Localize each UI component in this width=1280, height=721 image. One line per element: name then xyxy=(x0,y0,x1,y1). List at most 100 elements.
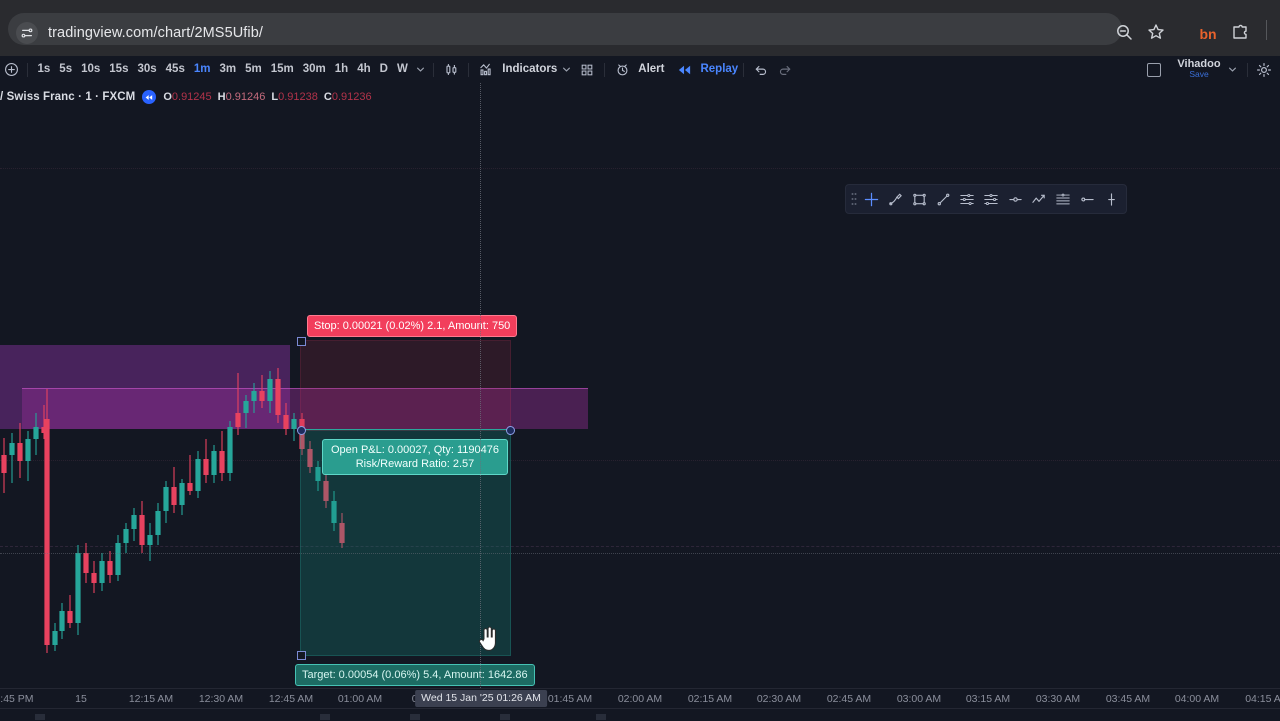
position-stop-zone[interactable] xyxy=(300,340,511,431)
risk-reward-line: Risk/Reward Ratio: 2.57 xyxy=(355,458,475,470)
extension-bn-icon[interactable]: bn xyxy=(1199,26,1217,42)
indicators-label[interactable]: Indicators xyxy=(502,63,558,75)
timeframe-button-1h[interactable]: 1h xyxy=(334,63,349,75)
timeframe-button-30m[interactable]: 30m xyxy=(302,63,326,75)
timeframe-button-30s[interactable]: 30s xyxy=(137,63,157,75)
crosshair-vertical-line xyxy=(480,83,481,688)
toolbar-divider xyxy=(743,62,745,77)
chevron-down-icon[interactable] xyxy=(557,58,575,82)
rewind-icon[interactable] xyxy=(672,58,696,82)
timeframe-button-3m[interactable]: 3m xyxy=(219,63,237,75)
time-axis-tick: 03:45 AM xyxy=(1105,693,1151,705)
timeframe-button-W[interactable]: W xyxy=(396,63,408,75)
site-info-icon[interactable] xyxy=(16,22,38,44)
rectangle-icon[interactable] xyxy=(907,187,931,211)
stop-label[interactable]: Stop: 0.00021 (0.02%) 2.1, Amount: 750 xyxy=(307,315,518,337)
time-axis-tick: 04:00 AM xyxy=(1174,693,1220,705)
trend-line-icon[interactable] xyxy=(931,187,955,211)
bottom-icon[interactable] xyxy=(35,714,45,720)
toolbar-right-group: Vihadoo Save xyxy=(1147,56,1280,83)
save-label[interactable]: Save xyxy=(1189,69,1209,79)
grid-templates-icon[interactable] xyxy=(575,58,599,82)
position-handle-entry-left[interactable] xyxy=(297,426,306,435)
supply-zone-upper[interactable] xyxy=(0,345,290,429)
timeframe-button-1m[interactable]: 1m xyxy=(193,63,211,75)
vertical-line-icon[interactable] xyxy=(1099,187,1123,211)
toolbar-divider xyxy=(433,62,435,77)
position-handle-entry-right[interactable] xyxy=(506,426,515,435)
time-axis-tick: 01:00 AM xyxy=(337,693,383,705)
time-axis-tick: 1:45 PM xyxy=(0,693,34,705)
bottom-icon[interactable] xyxy=(410,714,420,720)
indicators-icon[interactable] xyxy=(474,58,498,82)
alert-label[interactable]: Alert xyxy=(638,63,665,75)
undo-arrow-icon[interactable] xyxy=(749,58,773,82)
bottom-icon[interactable] xyxy=(500,714,510,720)
symbol-name-label[interactable]: / Swiss Franc · 1 · FXCM xyxy=(0,91,136,103)
zoom-out-icon[interactable] xyxy=(1114,22,1138,46)
ohlc-o: O0.91245 xyxy=(163,91,212,103)
time-axis-tick: 02:15 AM xyxy=(687,693,733,705)
toolbar-divider xyxy=(604,62,606,77)
toolbar-divider xyxy=(468,62,470,77)
chevron-down-icon[interactable] xyxy=(412,58,428,82)
replay-label[interactable]: Replay xyxy=(700,63,739,75)
timeframe-button-4h[interactable]: 4h xyxy=(357,63,371,75)
open-pnl-line1: Open P&L: 0.00027, Qty: 1190476 xyxy=(331,444,499,456)
timeframe-button-15s[interactable]: 15s xyxy=(109,63,129,75)
timeframe-button-5s[interactable]: 5s xyxy=(59,63,73,75)
drawing-toolbar[interactable] xyxy=(845,184,1127,214)
timeframe-button-D[interactable]: D xyxy=(379,63,388,75)
fib-retracement-icon[interactable] xyxy=(955,187,979,211)
crosshair-horizontal-line xyxy=(0,553,1280,554)
replay-badge-icon[interactable] xyxy=(142,90,157,104)
horizontal-lines-icon[interactable] xyxy=(1051,187,1075,211)
ohlc-c: C0.91236 xyxy=(323,91,372,103)
position-handle-stop-left[interactable] xyxy=(297,337,306,346)
alarm-clock-icon[interactable] xyxy=(610,58,634,82)
chevron-down-icon[interactable] xyxy=(1225,58,1239,82)
url-text[interactable]: tradingview.com/chart/2MS5Ufib/ xyxy=(48,25,264,41)
timeframe-button-1s[interactable]: 1s xyxy=(37,63,51,75)
pen-draw-icon[interactable] xyxy=(883,187,907,211)
long-position-icon[interactable] xyxy=(979,187,1003,211)
open-pnl-tooltip[interactable]: Open P&L: 0.00027, Qty: 1190476 Risk/Rew… xyxy=(322,439,508,475)
gear-icon[interactable] xyxy=(1252,58,1276,82)
symbol-legend: / Swiss Franc · 1 · FXCM O0.91245 H0.9124… xyxy=(0,88,378,106)
bookmark-star-icon[interactable] xyxy=(1146,22,1170,46)
tradingview-toolbar: 1s 5s 10s 15s 30s 45s 1m 3m 5m 15m 30m 1h 4h D W Indic… xyxy=(0,56,1280,84)
bottom-icon[interactable] xyxy=(596,714,606,720)
timeframe-button-15m[interactable]: 15m xyxy=(270,63,294,75)
target-label[interactable]: Target: 0.00054 (0.06%) 5.4, Amount: 164… xyxy=(295,664,535,686)
toolbar-divider xyxy=(27,62,28,77)
redo-arrow-icon[interactable] xyxy=(773,58,797,82)
time-axis-tick: 01:45 AM xyxy=(547,693,593,705)
layout-square-icon[interactable] xyxy=(1147,62,1161,77)
user-menu[interactable]: Vihadoo Save xyxy=(1173,56,1225,83)
price-gridline xyxy=(0,546,1280,547)
drag-grip-icon[interactable] xyxy=(849,187,859,211)
bottom-icon[interactable] xyxy=(320,714,330,720)
timeframe-button-45s[interactable]: 45s xyxy=(165,63,185,75)
time-axis-tick: 03:00 AM xyxy=(896,693,942,705)
time-axis-tick: 03:15 AM xyxy=(965,693,1011,705)
horizontal-ray-icon[interactable] xyxy=(1075,187,1099,211)
time-axis[interactable]: 1:45 PM 15 12:15 AM 12:30 AM 12:45 AM 01:00 A… xyxy=(0,688,1280,709)
anchor-point-icon[interactable] xyxy=(1003,187,1027,211)
price-gridline xyxy=(0,168,1280,169)
add-symbol-icon[interactable] xyxy=(0,58,22,82)
crosshair-icon[interactable] xyxy=(859,187,883,211)
timeframe-button-10s[interactable]: 10s xyxy=(81,63,101,75)
timeframe-button-5m[interactable]: 5m xyxy=(245,63,262,75)
chart-canvas[interactable]: Stop: 0.00021 (0.02%) 2.1, Amount: 750 T… xyxy=(0,83,1280,688)
candles-icon[interactable] xyxy=(439,58,463,82)
zigzag-icon[interactable] xyxy=(1027,187,1051,211)
position-entry-line[interactable] xyxy=(300,429,509,430)
user-name-label: Vihadoo xyxy=(1177,58,1221,70)
position-handle-target-left[interactable] xyxy=(297,651,306,660)
supply-zone-lower[interactable] xyxy=(22,388,588,429)
candlestick-series xyxy=(1,368,345,653)
time-axis-tick: 12:30 AM xyxy=(198,693,244,705)
extensions-puzzle-icon[interactable] xyxy=(1230,22,1254,46)
address-bar[interactable] xyxy=(8,13,1122,45)
